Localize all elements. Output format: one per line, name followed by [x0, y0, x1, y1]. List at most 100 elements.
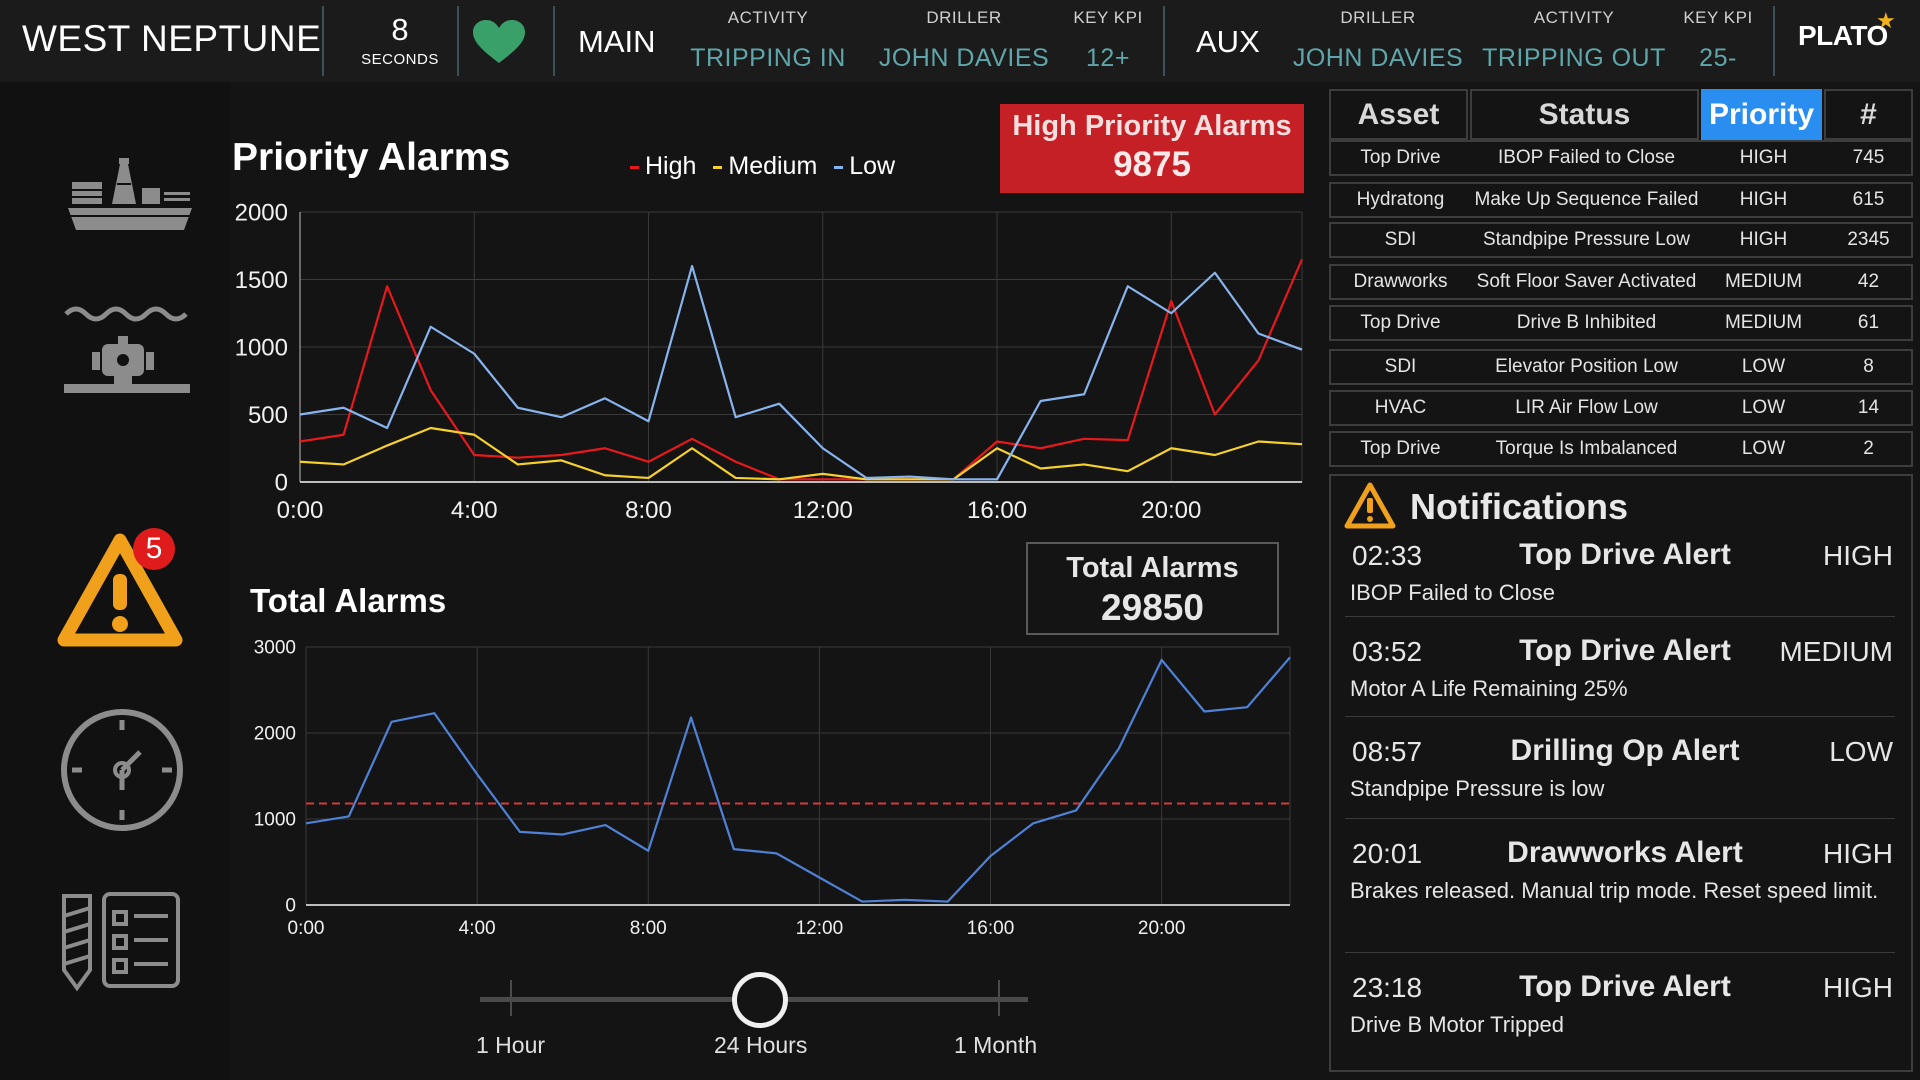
notification-priority: LOW: [1829, 736, 1893, 767]
priority-legend: High Medium Low: [630, 152, 905, 181]
table-row[interactable]: Top Drive Torque Is Imbalanced LOW 2: [1329, 431, 1913, 467]
cell-status: Standpipe Pressure Low: [1482, 229, 1690, 250]
notification-time: 03:52: [1352, 636, 1423, 667]
notification-message: IBOP Failed to Close: [1350, 580, 1556, 605]
slider-option-24-hours[interactable]: 24 Hours: [714, 1032, 808, 1058]
cell-count: 2: [1863, 438, 1874, 459]
table-row[interactable]: Top Drive Drive B Inhibited MEDIUM 61: [1329, 305, 1913, 341]
drill-bit-checklist-icon[interactable]: [60, 892, 184, 992]
series-line-high: [299, 258, 1304, 481]
series-line-low: [299, 264, 1303, 481]
notification-time: 08:57: [1352, 736, 1423, 767]
cell-priority: MEDIUM: [1724, 312, 1803, 333]
notification-message: Drive B Motor Tripped: [1350, 1012, 1564, 1037]
cell-status: Elevator Position Low: [1495, 356, 1678, 377]
y-tick-label: 0: [285, 896, 296, 917]
y-tick-label: 500: [248, 402, 288, 429]
legend-low[interactable]: Low: [834, 152, 895, 180]
aux-section-label: AUX: [1196, 24, 1260, 59]
table-row[interactable]: Hydratong Make Up Sequence Failed HIGH 615: [1329, 182, 1913, 218]
sidebar: 5: [0, 82, 230, 1080]
aux-driller-label: DRILLER: [1340, 8, 1416, 27]
notification-time: 02:33: [1352, 540, 1423, 571]
cell-priority: HIGH: [1739, 229, 1788, 250]
logo-star-icon: ★: [1876, 8, 1896, 33]
y-tick-label: 3000: [254, 638, 296, 659]
slider-option-1-hour[interactable]: 1 Hour: [476, 1032, 546, 1058]
cell-status: Torque Is Imbalanced: [1495, 438, 1678, 459]
cell-asset: Drawworks: [1353, 271, 1448, 292]
notification-priority: HIGH: [1823, 972, 1893, 1003]
cell-status: Drive B Inhibited: [1516, 312, 1657, 333]
notifications-title: Notifications: [1410, 486, 1629, 527]
high-priority-label: High Priority Alarms: [1012, 110, 1292, 142]
y-tick-label: 2000: [254, 724, 296, 745]
x-tick-label: 0:00: [288, 918, 325, 939]
warning-icon[interactable]: [56, 528, 184, 656]
subsea-equipment-icon[interactable]: [62, 300, 192, 395]
aux-kpi-label: KEY KPI: [1683, 8, 1753, 27]
notification-message: Standpipe Pressure is low: [1350, 776, 1605, 801]
main-section-label: MAIN: [578, 24, 656, 59]
time-range-slider-thumb[interactable]: [732, 972, 788, 1028]
x-tick-label: 16:00: [967, 918, 1015, 939]
cell-priority: HIGH: [1739, 147, 1788, 168]
cell-status: Soft Floor Saver Activated: [1476, 271, 1697, 292]
aux-activity-value: TRIPPING OUT: [1482, 44, 1666, 72]
y-tick-label: 0: [275, 469, 288, 496]
x-tick-label: 8:00: [625, 497, 672, 524]
notification-priority: MEDIUM: [1779, 636, 1893, 667]
total-alarms-label: Total Alarms: [1066, 552, 1239, 584]
notification-priority: HIGH: [1823, 838, 1893, 869]
legend-medium-label: Medium: [728, 152, 818, 180]
notification-divider: [1345, 716, 1895, 717]
table-row[interactable]: SDI Elevator Position Low LOW 8: [1329, 349, 1913, 385]
main-driller-value: JOHN DAVIES: [878, 44, 1050, 72]
main-driller-label: DRILLER: [926, 8, 1002, 27]
cell-priority: LOW: [1741, 438, 1786, 459]
aux-driller-value: JOHN DAVIES: [1292, 44, 1464, 72]
y-tick-label: 1000: [254, 810, 296, 831]
header-divider: [1773, 6, 1775, 76]
refresh-seconds-label: SECONDS: [361, 51, 439, 68]
high-priority-alarms-box[interactable]: High Priority Alarms 9875: [1000, 104, 1304, 193]
cell-count: 8: [1863, 356, 1874, 377]
legend-high[interactable]: High: [630, 152, 696, 180]
total-chart-title: Total Alarms: [250, 582, 447, 619]
column-header-priority[interactable]: Priority: [1701, 89, 1822, 140]
x-tick-label: 12:00: [793, 497, 853, 524]
main-kpi-value: 12+: [1086, 44, 1130, 72]
main-activity-label: ACTIVITY: [727, 8, 809, 27]
x-tick-label: 12:00: [796, 918, 844, 939]
notification-divider: [1345, 952, 1895, 953]
notification-divider: [1345, 616, 1895, 617]
cell-status: Make Up Sequence Failed: [1474, 189, 1699, 210]
cell-count: 745: [1852, 147, 1885, 168]
notification-message: Motor A Life Remaining 25%: [1350, 676, 1628, 701]
table-row[interactable]: SDI Standpipe Pressure Low HIGH 2345: [1329, 222, 1913, 258]
cell-asset: HVAC: [1374, 397, 1427, 418]
cell-asset: Top Drive: [1360, 147, 1441, 168]
cell-count: 14: [1857, 397, 1880, 418]
priority-chart-title: Priority Alarms: [232, 136, 511, 179]
warning-count-badge: 5: [133, 528, 175, 570]
x-tick-label: 8:00: [630, 918, 667, 939]
notifications-panel: [1329, 474, 1913, 1072]
slider-tick: [998, 980, 1000, 1016]
column-header-asset[interactable]: Asset: [1329, 89, 1468, 140]
column-header-count[interactable]: #: [1824, 89, 1913, 140]
x-tick-label: 4:00: [451, 497, 498, 524]
legend-medium[interactable]: Medium: [713, 152, 817, 180]
column-header-status[interactable]: Status: [1470, 89, 1699, 140]
rig-ship-icon[interactable]: [66, 158, 194, 234]
table-row[interactable]: Top Drive IBOP Failed to Close HIGH 745: [1329, 140, 1913, 176]
notification-time: 23:18: [1352, 972, 1423, 1003]
total-alarms-box: Total Alarms 29850: [1026, 542, 1279, 635]
slider-option-1-month[interactable]: 1 Month: [954, 1032, 1038, 1058]
table-row[interactable]: Drawworks Soft Floor Saver Activated MEDIU…: [1329, 264, 1913, 300]
table-row[interactable]: HVAC LIR Air Flow Low LOW 14: [1329, 390, 1913, 426]
cell-priority: LOW: [1741, 356, 1786, 377]
high-priority-count: 9875: [1113, 145, 1191, 184]
site-name: WEST NEPTUNE: [22, 18, 322, 59]
clock-icon[interactable]: [58, 706, 186, 834]
